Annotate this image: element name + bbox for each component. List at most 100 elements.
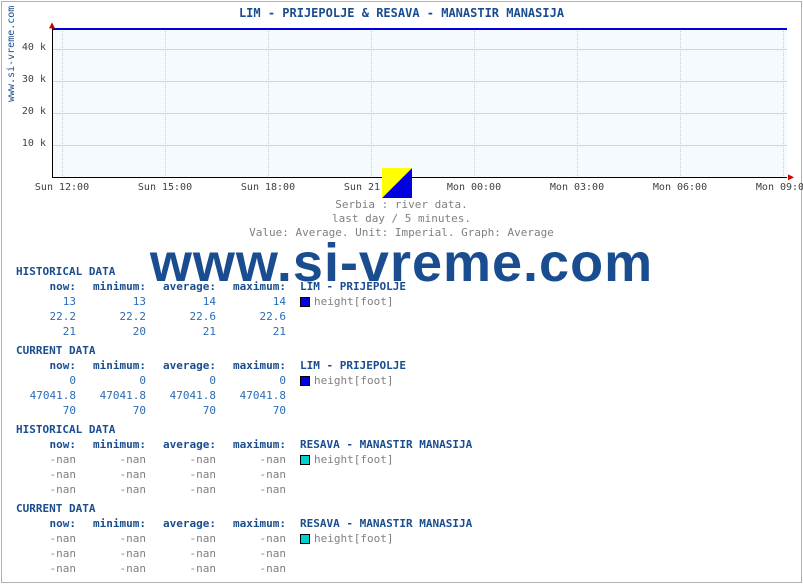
cell: -nan [216, 482, 286, 497]
caption-line: last day / 5 minutes. [2, 212, 801, 226]
cell: 47041.8 [216, 388, 286, 403]
series-swatch-icon [300, 297, 310, 307]
cell: 22.6 [216, 309, 286, 324]
gridline-v [680, 28, 681, 178]
unit-label: height[foot] [314, 452, 393, 467]
gridline-v [783, 28, 784, 178]
gridline-v [165, 28, 166, 178]
gridline-h [52, 81, 787, 82]
series-swatch-icon [300, 376, 310, 386]
col-min: minimum: [76, 437, 146, 452]
chart-plot-area [52, 28, 787, 178]
data-block: HISTORICAL DATAnow:minimum:average:maxim… [16, 422, 472, 497]
block-label: RESAVA - MANASTIR MANASIJA [286, 516, 472, 531]
ytick-label: 30 k [6, 74, 46, 85]
block-columns-row: now:minimum:average:maximum:LIM - PRIJEP… [16, 358, 406, 373]
ytick-label: 20 k [6, 106, 46, 117]
cell: 0 [76, 373, 146, 388]
cell: -nan [76, 482, 146, 497]
xtick-label: Sun 15:00 [135, 182, 195, 193]
block-header: CURRENT DATA [16, 501, 472, 516]
gridline-h [52, 49, 787, 50]
col-avg: average: [146, 437, 216, 452]
data-row: 22.222.222.622.6 [16, 309, 406, 324]
block-header: HISTORICAL DATA [16, 422, 472, 437]
cell: -nan [146, 452, 216, 467]
cell: -nan [16, 452, 76, 467]
cell: -nan [146, 467, 216, 482]
data-row: 13131414height[foot] [16, 294, 406, 309]
cell: -nan [16, 531, 76, 546]
cell: 0 [16, 373, 76, 388]
data-row: -nan-nan-nan-nanheight[foot] [16, 452, 472, 467]
col-max: maximum: [216, 437, 286, 452]
cell: 22.2 [76, 309, 146, 324]
cell: -nan [146, 531, 216, 546]
cell: -nan [16, 467, 76, 482]
col-now: now: [16, 358, 76, 373]
cell: 22.6 [146, 309, 216, 324]
block-columns-row: now:minimum:average:maximum:LIM - PRIJEP… [16, 279, 406, 294]
col-now: now: [16, 516, 76, 531]
cell: 22.2 [16, 309, 76, 324]
cell: -nan [76, 546, 146, 561]
data-block: CURRENT DATAnow:minimum:average:maximum:… [16, 343, 406, 418]
col-min: minimum: [76, 516, 146, 531]
data-row: 70707070 [16, 403, 406, 418]
series-swatch-icon [300, 534, 310, 544]
cell: 70 [16, 403, 76, 418]
data-row: -nan-nan-nan-nan [16, 467, 472, 482]
xtick-label: Mon 06:00 [650, 182, 710, 193]
gridline-v [474, 28, 475, 178]
unit-label: height[foot] [314, 294, 393, 309]
data-row: -nan-nan-nan-nan [16, 482, 472, 497]
cell: -nan [146, 546, 216, 561]
cell: -nan [76, 561, 146, 576]
data-row: 21202121 [16, 324, 406, 339]
col-now: now: [16, 279, 76, 294]
ytick-label: 40 k [6, 42, 46, 53]
block-columns-row: now:minimum:average:maximum:RESAVA - MAN… [16, 437, 472, 452]
gridline-v [268, 28, 269, 178]
data-block: CURRENT DATAnow:minimum:average:maximum:… [16, 501, 472, 576]
caption-line: Serbia : river data. [2, 198, 801, 212]
series-line-lim [52, 28, 787, 30]
cell: -nan [216, 546, 286, 561]
col-avg: average: [146, 279, 216, 294]
xtick-label: Sun 18:00 [238, 182, 298, 193]
xtick-label: Mon 09:00 [753, 182, 803, 193]
cell: -nan [216, 531, 286, 546]
cell: -nan [216, 452, 286, 467]
cell: -nan [76, 531, 146, 546]
cell: 70 [216, 403, 286, 418]
ytick-label: 10 k [6, 138, 46, 149]
col-max: maximum: [216, 358, 286, 373]
unit-label: height[foot] [314, 373, 393, 388]
xtick-label: Mon 03:00 [547, 182, 607, 193]
cell: 13 [76, 294, 146, 309]
cell: 14 [146, 294, 216, 309]
caption-line: Value: Average. Unit: Imperial. Graph: A… [2, 226, 801, 240]
cell: 47041.8 [146, 388, 216, 403]
block-header: CURRENT DATA [16, 343, 406, 358]
block-label: RESAVA - MANASTIR MANASIJA [286, 437, 472, 452]
cell: -nan [146, 561, 216, 576]
cell: 20 [76, 324, 146, 339]
cell: 70 [146, 403, 216, 418]
data-row: 47041.847041.847041.847041.8 [16, 388, 406, 403]
chart-container: LIM - PRIJEPOLJE & RESAVA - MANASTIR MAN… [1, 1, 802, 583]
cell: -nan [216, 561, 286, 576]
cell: 21 [16, 324, 76, 339]
block-label: LIM - PRIJEPOLJE [286, 358, 406, 373]
legend-triangle-icon [382, 168, 412, 198]
cell: -nan [76, 467, 146, 482]
col-avg: average: [146, 516, 216, 531]
col-avg: average: [146, 358, 216, 373]
xtick-label: Mon 00:00 [444, 182, 504, 193]
gridline-h [52, 145, 787, 146]
cell: 21 [146, 324, 216, 339]
data-row: -nan-nan-nan-nan [16, 561, 472, 576]
col-min: minimum: [76, 279, 146, 294]
cell: -nan [216, 467, 286, 482]
y-arrow-icon: ▲ [49, 20, 55, 31]
